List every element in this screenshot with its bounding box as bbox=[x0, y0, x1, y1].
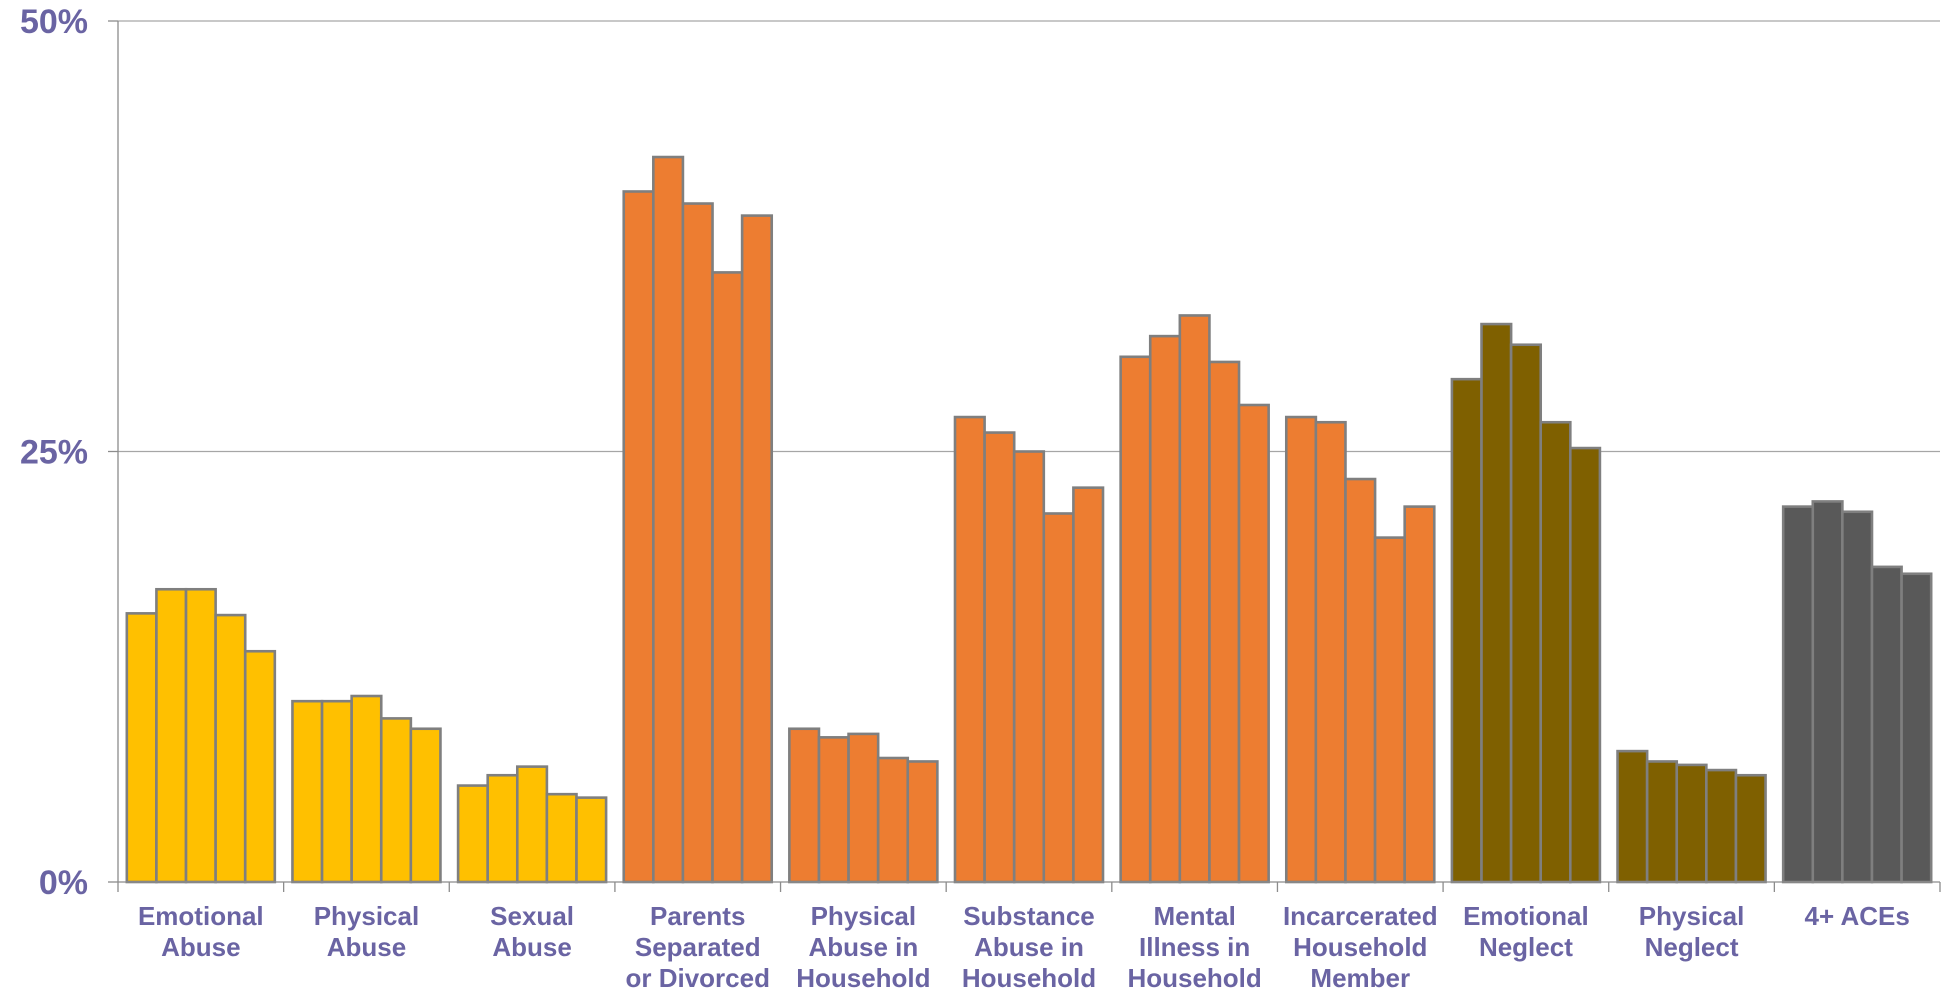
bar bbox=[1178, 314, 1211, 884]
bar bbox=[1208, 360, 1241, 884]
bars bbox=[125, 155, 1933, 884]
bar bbox=[847, 732, 880, 884]
bar bbox=[1539, 420, 1572, 884]
x-category-label: Substance bbox=[963, 901, 1095, 931]
bar bbox=[1119, 355, 1152, 884]
bar bbox=[409, 727, 442, 884]
bar bbox=[1811, 500, 1844, 884]
bar bbox=[1148, 334, 1182, 884]
bar bbox=[1344, 477, 1377, 884]
bar bbox=[320, 699, 353, 884]
x-category-label: Household bbox=[1127, 963, 1261, 992]
x-category-label: Household bbox=[1293, 932, 1427, 962]
y-tick-label: 0% bbox=[39, 864, 88, 902]
bar bbox=[1900, 572, 1933, 884]
bar bbox=[1645, 760, 1679, 884]
bar bbox=[622, 190, 655, 884]
bar bbox=[155, 587, 188, 884]
x-category-label: Neglect bbox=[1479, 932, 1573, 962]
x-category-label: Physical bbox=[314, 901, 420, 931]
bar bbox=[788, 727, 821, 884]
bar bbox=[906, 760, 939, 884]
bar bbox=[184, 587, 217, 884]
bar bbox=[456, 784, 489, 884]
x-category-label: Separated bbox=[635, 932, 761, 962]
bar bbox=[1870, 565, 1903, 884]
bar bbox=[379, 717, 413, 884]
x-category-label: Parents bbox=[650, 901, 745, 931]
x-category-label: Emotional bbox=[1463, 901, 1589, 931]
x-category-label: Member bbox=[1310, 963, 1410, 992]
bar bbox=[575, 796, 608, 884]
bar bbox=[817, 736, 850, 884]
y-tick-label: 50% bbox=[20, 3, 88, 41]
bar bbox=[545, 792, 578, 884]
y-tick-label: 25% bbox=[20, 434, 88, 472]
x-category-label: Sexual bbox=[490, 901, 574, 931]
bar bbox=[1509, 343, 1543, 884]
bar bbox=[1012, 450, 1046, 884]
x-category-label: Physical bbox=[1639, 901, 1745, 931]
bar bbox=[1841, 510, 1874, 884]
axes bbox=[108, 20, 1941, 892]
bar bbox=[652, 155, 685, 884]
bar bbox=[681, 202, 714, 884]
bar bbox=[1450, 377, 1483, 884]
bar bbox=[711, 271, 744, 884]
bar bbox=[876, 756, 910, 884]
bar bbox=[214, 613, 247, 884]
bar bbox=[1781, 505, 1815, 884]
bar bbox=[486, 773, 519, 884]
bar bbox=[1403, 505, 1436, 884]
bar bbox=[350, 694, 383, 884]
x-category-label: Illness in bbox=[1139, 932, 1250, 962]
bar bbox=[1373, 536, 1406, 884]
x-category-label: Mental bbox=[1153, 901, 1235, 931]
x-axis-category-labels: EmotionalAbusePhysicalAbuseSexualAbusePa… bbox=[138, 901, 1910, 992]
bar bbox=[1734, 773, 1767, 884]
bar bbox=[1284, 415, 1318, 884]
x-category-label: Abuse bbox=[492, 932, 571, 962]
gridlines bbox=[118, 20, 1940, 453]
bar bbox=[1705, 768, 1738, 884]
bar bbox=[1480, 322, 1513, 884]
bar bbox=[1237, 403, 1270, 884]
y-axis-ticks: 0% 25% 50% bbox=[20, 3, 88, 902]
x-category-label: Household bbox=[796, 963, 930, 992]
bar bbox=[1616, 749, 1649, 884]
bar bbox=[953, 415, 986, 884]
x-category-label: or Divorced bbox=[625, 963, 770, 992]
x-category-label: Abuse in bbox=[808, 932, 918, 962]
x-category-label: Household bbox=[962, 963, 1096, 992]
bar bbox=[1675, 763, 1708, 884]
bar bbox=[243, 649, 277, 884]
bar bbox=[1314, 420, 1347, 884]
bar bbox=[1569, 446, 1602, 884]
x-category-label: Abuse bbox=[161, 932, 240, 962]
x-category-label: Abuse in bbox=[974, 932, 1084, 962]
bar bbox=[515, 765, 549, 884]
x-category-label: Physical bbox=[811, 901, 917, 931]
bar bbox=[983, 431, 1016, 884]
bar bbox=[1042, 512, 1075, 884]
x-category-label: Incarcerated bbox=[1283, 901, 1438, 931]
bar bbox=[1072, 486, 1105, 884]
x-category-label: 4+ ACEs bbox=[1805, 901, 1910, 931]
x-category-label: Abuse bbox=[327, 932, 406, 962]
bar bbox=[291, 699, 324, 884]
bar bbox=[740, 214, 774, 884]
x-category-label: Emotional bbox=[138, 901, 264, 931]
bar bbox=[125, 612, 158, 884]
x-category-label: Neglect bbox=[1645, 932, 1739, 962]
